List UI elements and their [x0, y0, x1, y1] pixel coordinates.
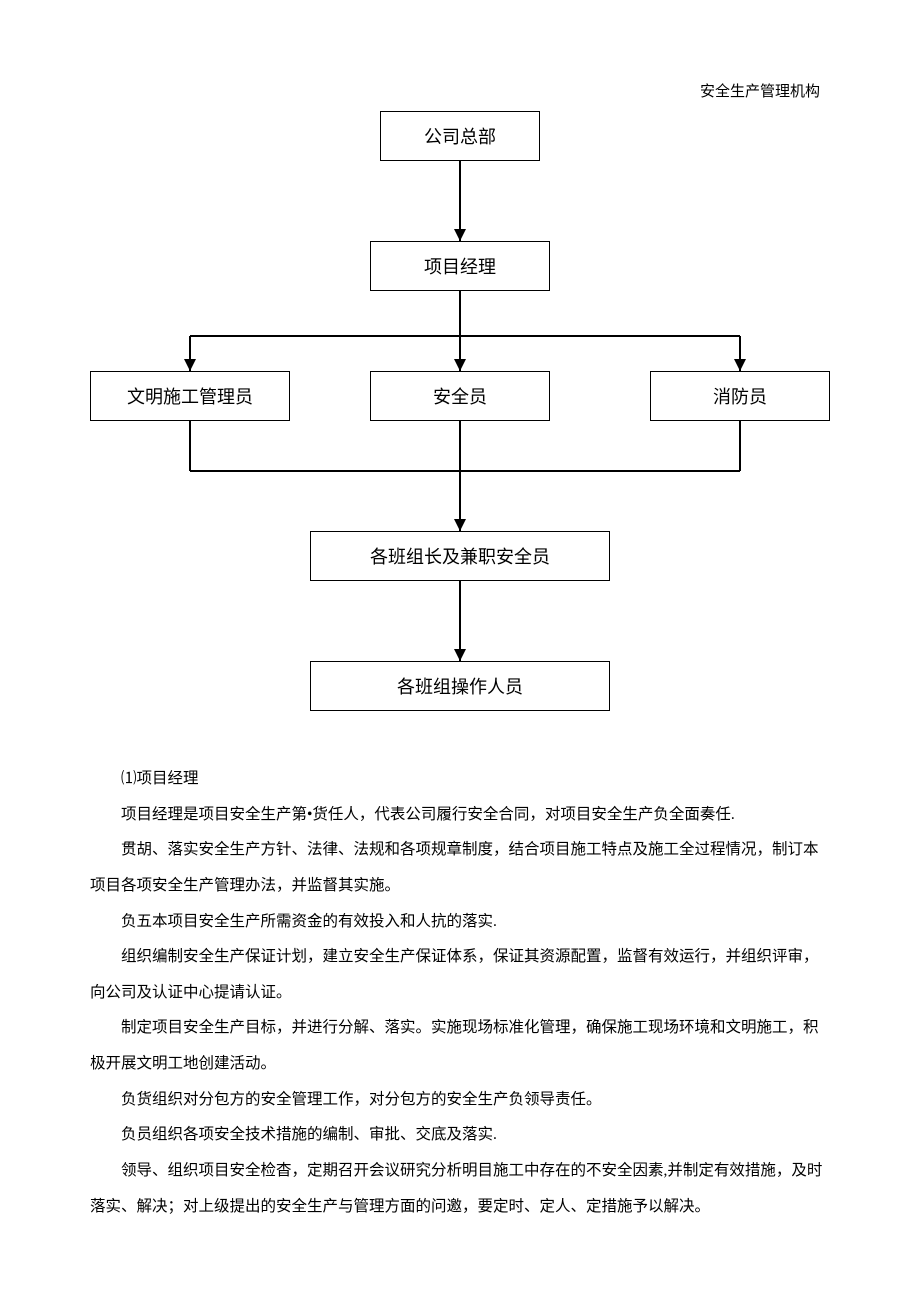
document-page: 安全生产管理机构 公司总部项目经理文明施工管理员 安全员 消防员各班组长及兼职安全员… [0, 0, 920, 1284]
connector-line [189, 421, 191, 471]
flowchart-node: 各班组操作人员 [310, 661, 610, 711]
flowchart-node: 公司总部 [380, 111, 540, 161]
connector-line [190, 470, 740, 472]
flowchart-node: 各班组长及兼职安全员 [310, 531, 610, 581]
section-heading: ⑴项目经理 [90, 761, 830, 797]
flowchart-node: 安全员 [370, 371, 550, 421]
paragraph: 组织编制安全生产保证计划，建立安全生产保证体系，保证其资源配置，监督有效运行，并… [90, 939, 830, 1010]
org-flowchart: 公司总部项目经理文明施工管理员 安全员 消防员各班组长及兼职安全员各班组操作人员 [90, 111, 830, 731]
arrow-head-icon [184, 359, 196, 371]
flowchart-node: 消防员 [650, 371, 830, 421]
arrow-head-icon [454, 649, 466, 661]
paragraph: 项目经理是项目安全生产第•货任人，代表公司履行安全合同，对项目安全生产负全面奏任… [90, 797, 830, 833]
connector-line [459, 421, 461, 471]
arrow-head-icon [454, 519, 466, 531]
arrow-head-icon [454, 359, 466, 371]
arrow-head-icon [734, 359, 746, 371]
paragraph: 负五本项目安全生产所需资金的有效投入和人抗的落实. [90, 904, 830, 940]
paragraph: 制定项目安全生产目标，并进行分解、落实。实施现场标准化管理，确保施工现场环境和文… [90, 1010, 830, 1081]
flowchart-node: 文明施工管理员 [90, 371, 290, 421]
body-text: ⑴项目经理 项目经理是项目安全生产第•货任人，代表公司履行安全合同，对项目安全生… [90, 761, 830, 1224]
connector-line [739, 421, 741, 471]
connector-line [190, 335, 740, 337]
paragraph: 负货组织对分包方的安全管理工作，对分包方的安全生产负领导责任。 [90, 1082, 830, 1118]
flowchart-node: 项目经理 [370, 241, 550, 291]
paragraph: 负员组织各项安全技术措施的编制、审批、交底及落实. [90, 1117, 830, 1153]
arrow-head-icon [454, 229, 466, 241]
paragraph: 贯胡、落实安全生产方针、法律、法规和各项规章制度，结合项目施工特点及施工全过程情… [90, 832, 830, 903]
page-header-label: 安全生产管理机构 [90, 80, 830, 101]
paragraph: 领导、组织项目安全检杳，定期召开会议研究分析明目施工中存在的不安全因素,并制定有… [90, 1153, 830, 1224]
connector-line [459, 291, 461, 336]
